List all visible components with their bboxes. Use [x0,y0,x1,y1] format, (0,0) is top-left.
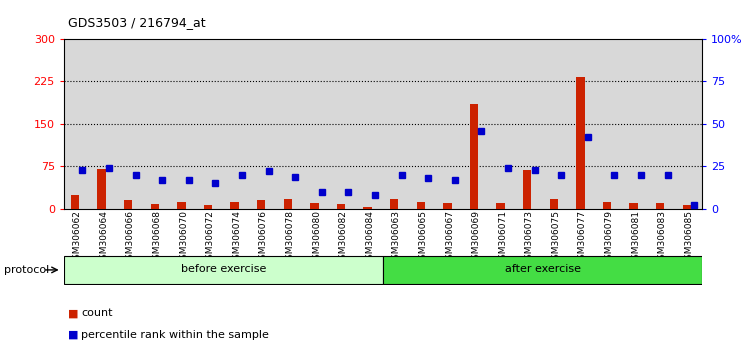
Bar [98,169,106,209]
Bar [649,39,676,209]
Bar [550,199,558,209]
Text: percentile rank within the sample: percentile rank within the sample [81,330,269,339]
Bar [197,39,224,209]
Bar [603,202,611,209]
Bar [417,202,425,209]
Bar [363,207,372,209]
Bar [357,39,383,209]
Bar [469,104,478,209]
Text: protocol: protocol [4,265,49,275]
Bar [336,204,345,209]
Bar [150,204,159,209]
Bar [143,39,170,209]
Bar [117,39,143,209]
Bar [496,203,505,209]
Bar [231,202,239,209]
Text: ■: ■ [68,308,78,318]
Bar [443,203,451,209]
Bar [170,39,197,209]
Bar [310,203,318,209]
Bar [490,39,516,209]
Bar [71,195,80,209]
Bar [177,202,185,209]
Bar [303,39,330,209]
Bar [224,39,250,209]
Bar [64,39,90,209]
Bar [383,256,702,284]
Text: count: count [81,308,113,318]
Bar [516,39,543,209]
Bar [64,256,383,284]
Bar [276,39,303,209]
Bar [543,39,569,209]
Bar [250,39,276,209]
Bar [90,39,117,209]
Text: before exercise: before exercise [181,264,266,274]
Bar [124,200,132,209]
Bar [409,39,436,209]
Bar [596,39,623,209]
Bar [676,39,702,209]
Bar [463,39,490,209]
Bar [257,200,265,209]
Bar [576,78,584,209]
Bar [390,199,399,209]
Bar [629,203,638,209]
Text: GDS3503 / 216794_at: GDS3503 / 216794_at [68,16,205,29]
Bar [436,39,463,209]
Bar [204,205,213,209]
Bar [284,199,292,209]
Bar [523,170,532,209]
Bar [656,203,665,209]
Bar [330,39,357,209]
Text: after exercise: after exercise [505,264,581,274]
Text: ■: ■ [68,330,78,339]
Bar [623,39,649,209]
Bar [383,39,409,209]
Bar [683,205,691,209]
Bar [569,39,596,209]
